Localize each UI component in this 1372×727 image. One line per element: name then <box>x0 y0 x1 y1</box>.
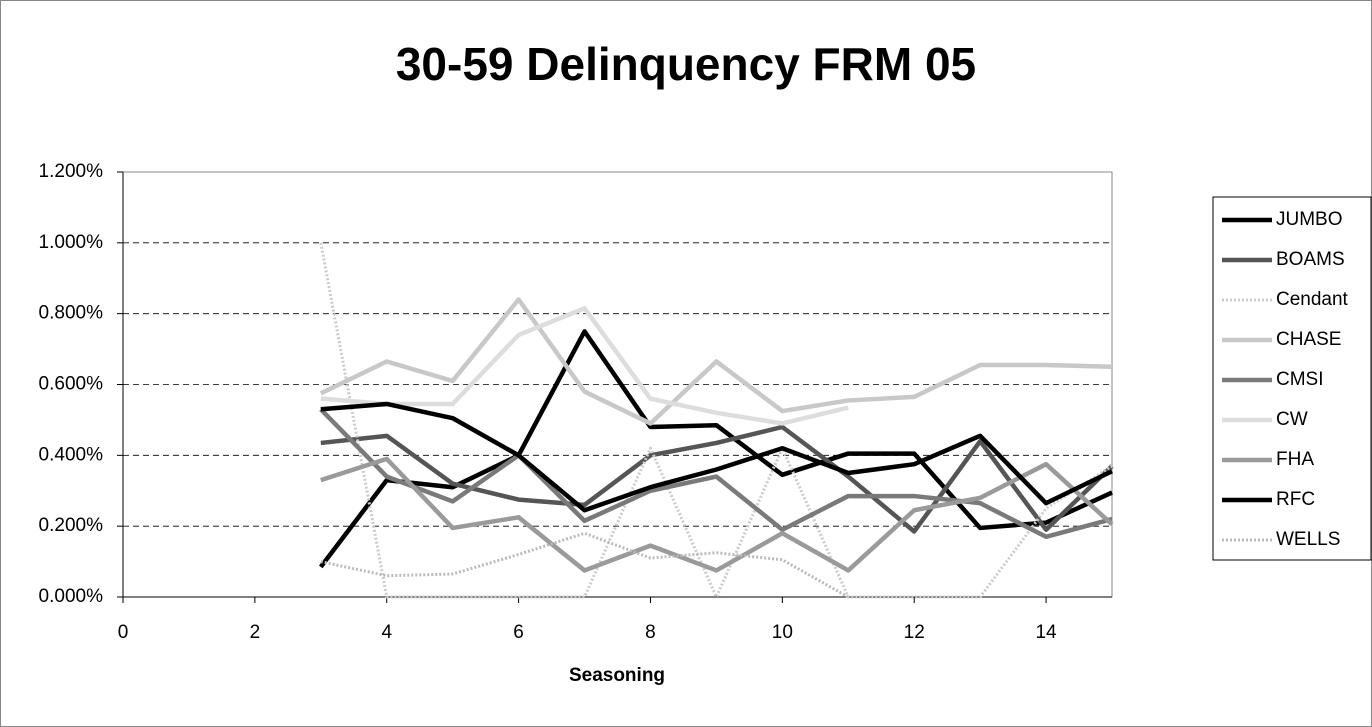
y-tick-label: 0.200% <box>39 515 104 536</box>
x-tick-label: 0 <box>118 622 129 643</box>
legend-label: FHA <box>1276 449 1314 470</box>
x-tick-label: 14 <box>1035 622 1057 643</box>
y-tick-label: 0.000% <box>39 586 104 607</box>
legend-label: JUMBO <box>1276 209 1343 230</box>
y-tick-label: 0.600% <box>39 374 104 395</box>
series-line <box>320 401 1113 513</box>
legend-label: Cendant <box>1276 289 1349 310</box>
legend-label: RFC <box>1276 489 1315 510</box>
x-tick-label: 2 <box>250 622 261 643</box>
x-tick-label: 6 <box>513 622 524 643</box>
x-tick-label: 10 <box>772 622 793 643</box>
y-tick-label: 1.000% <box>39 232 104 253</box>
legend-label: CW <box>1276 409 1308 430</box>
x-tick-label: 8 <box>645 622 656 643</box>
series-line <box>320 424 1114 534</box>
series-line <box>320 306 849 426</box>
x-tick-label: 12 <box>904 622 925 643</box>
x-tick-label: 4 <box>381 622 392 643</box>
legend-label: WELLS <box>1276 529 1340 550</box>
x-axis-label: Seasoning <box>569 665 665 686</box>
series-line <box>320 456 1114 573</box>
series-line <box>319 242 1113 599</box>
series-line <box>320 531 850 599</box>
series-line <box>319 407 1113 540</box>
legend-label: CMSI <box>1276 369 1324 390</box>
y-tick-label: 1.200% <box>39 161 104 182</box>
series-line <box>319 297 1113 426</box>
y-tick-label: 0.800% <box>39 303 104 324</box>
y-tick-label: 0.400% <box>39 444 104 465</box>
legend-label: CHASE <box>1276 329 1341 350</box>
legend-label: BOAMS <box>1276 249 1345 270</box>
chart-title: 30-59 Delinquency FRM 05 <box>396 38 976 90</box>
series-line <box>319 329 1113 569</box>
